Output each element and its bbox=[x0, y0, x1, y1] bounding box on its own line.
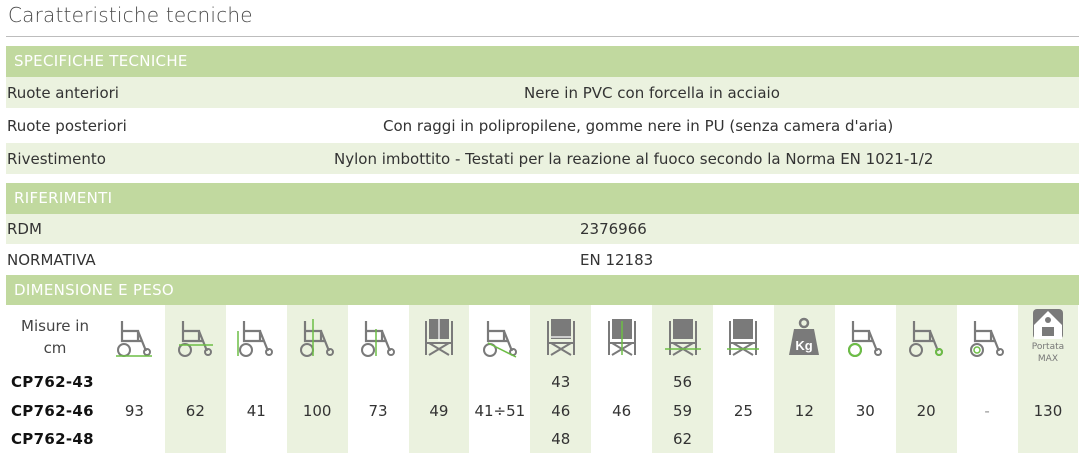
dimension-value: 30 bbox=[855, 402, 875, 420]
dimension-value: 56 bbox=[672, 373, 693, 391]
spec-row: Rivestimento Nylon imbottito - Testati p… bbox=[6, 143, 1079, 174]
svg-text:Kg: Kg bbox=[796, 338, 813, 353]
dimension-value: 62 bbox=[672, 430, 693, 448]
dimension-column: 62 bbox=[164, 305, 226, 453]
dimension-value: 59 bbox=[672, 402, 693, 420]
dimension-value: 49 bbox=[429, 402, 449, 420]
misure-line-2: cm bbox=[43, 338, 67, 357]
dimension-column: - bbox=[957, 305, 1018, 453]
dimension-value: 43 bbox=[551, 373, 571, 391]
dimension-column: 30 bbox=[835, 305, 896, 453]
rear-wheel-diameter-icon bbox=[896, 305, 957, 368]
dimension-value: 93 bbox=[124, 402, 144, 420]
dimension-value: 12 bbox=[794, 402, 814, 420]
dimension-value: 41 bbox=[246, 402, 266, 420]
portata-label: Portata bbox=[1031, 342, 1065, 352]
section-header-specifiche: SPECIFICHE TECNICHE bbox=[6, 46, 1079, 77]
chair-front-seat-width-icon bbox=[530, 305, 591, 368]
dimension-value: 41÷51 bbox=[474, 402, 526, 420]
dimension-value: 100 bbox=[302, 402, 332, 420]
spec-label: Rivestimento bbox=[7, 149, 106, 168]
chair-side-folded-length-icon bbox=[165, 305, 226, 368]
dimension-column: Portata MAX 130 bbox=[1017, 305, 1079, 453]
dimension-value: 25 bbox=[733, 402, 753, 420]
pushrim-icon bbox=[957, 305, 1018, 368]
chair-side-folded-height-icon bbox=[348, 305, 409, 368]
ref-value: EN 12183 bbox=[580, 251, 654, 269]
chair-front-total-width-icon bbox=[652, 305, 713, 368]
chair-side-seat-height-icon bbox=[226, 305, 287, 368]
section-header-riferimenti: RIFERIMENTI bbox=[6, 183, 1079, 214]
dimension-column: 25 bbox=[713, 305, 774, 453]
dimension-column: 49 bbox=[408, 305, 470, 453]
dimension-value: 62 bbox=[185, 402, 205, 420]
page-title: Caratteristiche tecniche bbox=[8, 3, 253, 27]
dimension-column: 56 59 62 bbox=[652, 305, 713, 453]
spec-row: Ruote posteriori Con raggi in polipropil… bbox=[6, 110, 1079, 142]
chair-front-folded-width-icon bbox=[713, 305, 774, 368]
ref-label: NORMATIVA bbox=[7, 251, 96, 269]
section-header-dimensione: DIMENSIONE E PESO bbox=[6, 275, 1079, 305]
spec-value: Nylon imbottito - Testati per la reazion… bbox=[334, 149, 934, 168]
dimension-column: 43 46 48 bbox=[530, 305, 592, 453]
chair-side-total-length-icon bbox=[104, 305, 165, 368]
max-capacity-icon bbox=[1018, 305, 1079, 370]
misure-line-1: Misure in bbox=[21, 316, 89, 335]
ref-row: RDM 2376966 bbox=[6, 214, 1079, 244]
title-divider bbox=[6, 36, 1079, 37]
spec-value: Nere in PVC con forcella in acciaio bbox=[524, 83, 780, 102]
spec-label: Ruote anteriori bbox=[7, 83, 119, 102]
portata-label: MAX bbox=[1037, 354, 1058, 364]
dimension-table: Misure in cm CP762-43 CP762-46 CP762-48 … bbox=[6, 305, 1079, 453]
dimension-value: 46 bbox=[551, 402, 571, 420]
dimension-value: 48 bbox=[551, 430, 571, 448]
chair-side-seat-depth-icon bbox=[469, 305, 530, 368]
dimension-column: 41 bbox=[226, 305, 287, 453]
kg-weight-icon: Kg bbox=[774, 305, 835, 368]
dimension-value: 46 bbox=[612, 402, 632, 420]
dimension-column: 100 bbox=[286, 305, 348, 453]
ref-label: RDM bbox=[7, 220, 42, 238]
front-wheel-diameter-icon bbox=[835, 305, 896, 368]
dimension-value: 73 bbox=[368, 402, 388, 420]
dimension-column: Kg 12 bbox=[773, 305, 835, 453]
dimension-column: 46 bbox=[591, 305, 652, 453]
spec-row: Ruote anteriori Nere in PVC con forcella… bbox=[6, 77, 1079, 108]
misure-label: Misure in cm bbox=[6, 305, 104, 368]
ref-row: NORMATIVA EN 12183 bbox=[6, 245, 1079, 275]
model-code: CP762-46 bbox=[11, 402, 94, 420]
spec-label: Ruote posteriori bbox=[7, 117, 127, 135]
spec-value: Con raggi in polipropilene, gomme nere i… bbox=[383, 117, 894, 135]
dimension-column: 93 bbox=[104, 305, 165, 453]
model-code: CP762-48 bbox=[11, 430, 94, 448]
chair-front-backrest-width-icon bbox=[591, 305, 652, 368]
dimension-value: - bbox=[984, 402, 990, 420]
dimension-value: 20 bbox=[916, 402, 936, 420]
dimension-column: 20 bbox=[895, 305, 957, 453]
dimension-column: 73 bbox=[348, 305, 409, 453]
model-code: CP762-43 bbox=[11, 373, 94, 391]
chair-front-backrest-height-icon bbox=[409, 305, 470, 368]
ref-value: 2376966 bbox=[580, 220, 647, 238]
dimension-column: 41÷51 bbox=[469, 305, 530, 453]
dimension-value: 130 bbox=[1033, 402, 1063, 420]
chair-side-total-height-icon bbox=[287, 305, 348, 368]
